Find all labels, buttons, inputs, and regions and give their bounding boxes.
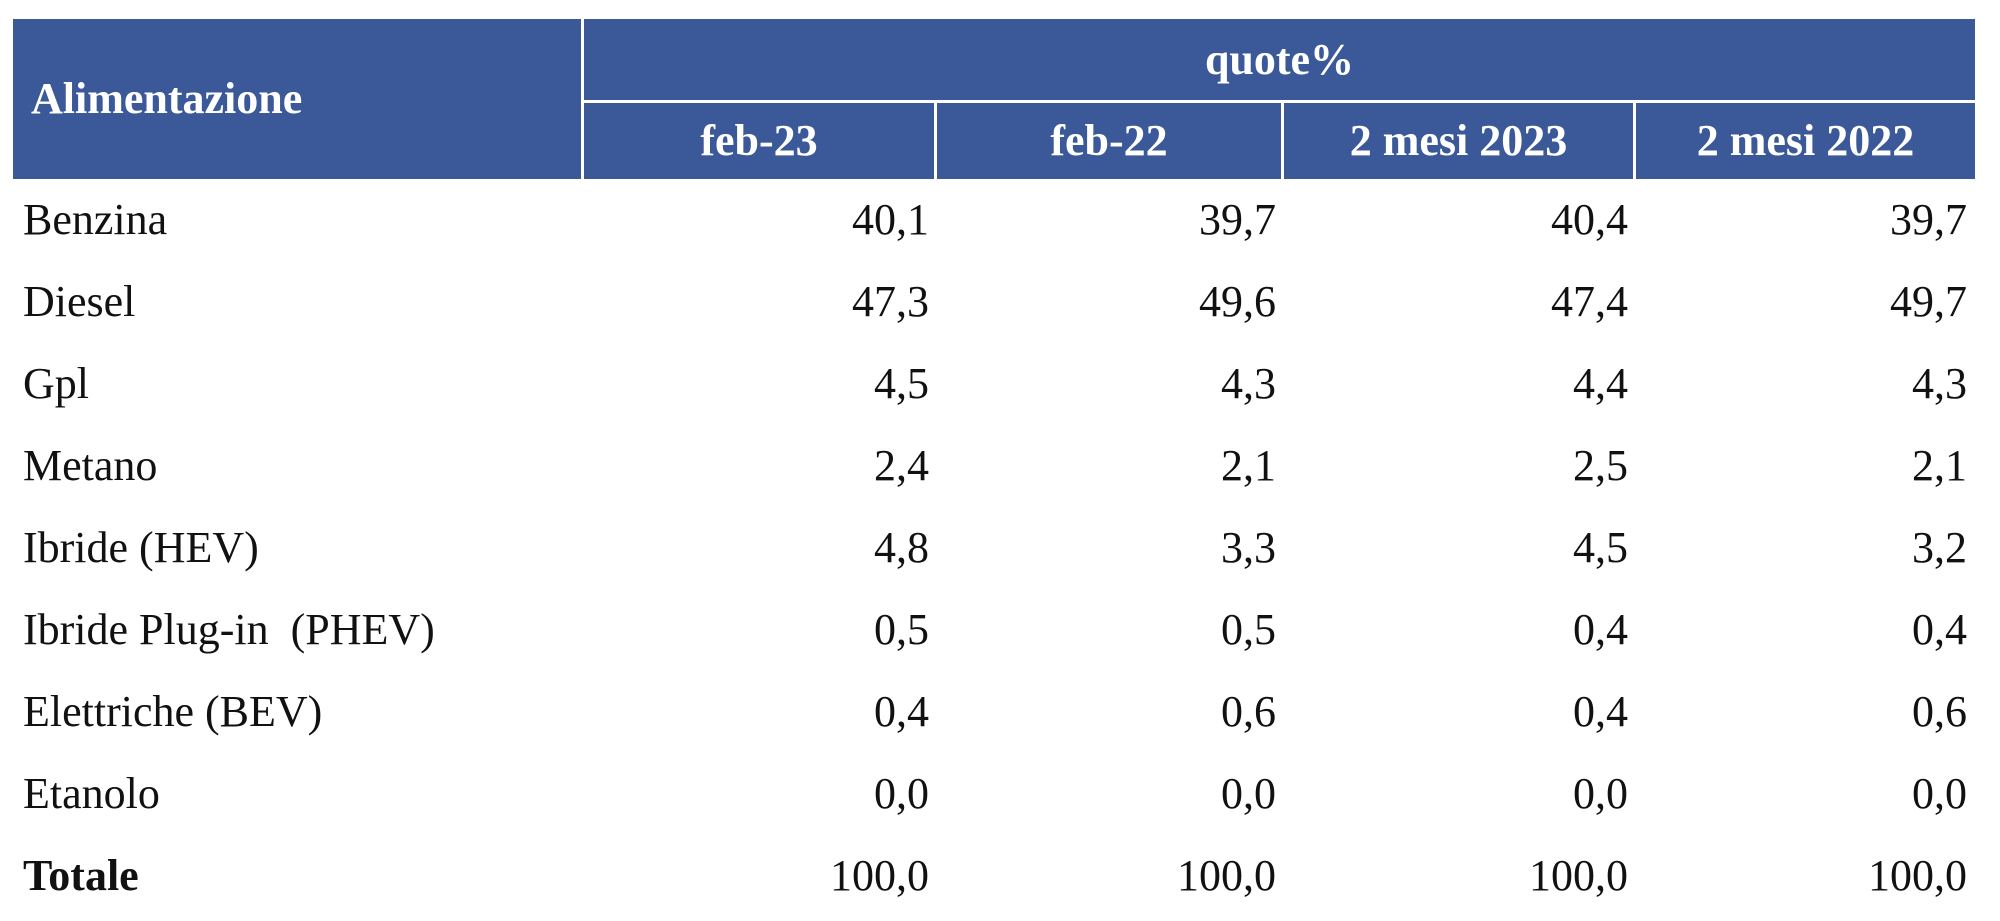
row-label: Ibride (HEV)	[23, 523, 259, 572]
value-cell: 0,5	[874, 605, 929, 654]
value-cell: 39,7	[1890, 195, 1967, 244]
row-label: Elettriche (BEV)	[23, 687, 323, 736]
value-cell: 2,4	[874, 441, 929, 490]
value-cell: 2,1	[1912, 441, 1967, 490]
value-cell: 0,0	[1573, 769, 1628, 818]
value-cell: 4,8	[874, 523, 929, 572]
value-cell: 40,1	[852, 195, 929, 244]
value-cell: 4,4	[1573, 359, 1628, 408]
value-cell: 4,3	[1221, 359, 1276, 408]
value-cell: 39,7	[1199, 195, 1276, 244]
value-cell: 0,4	[1573, 687, 1628, 736]
column-header: 2 mesi 2022	[1636, 100, 1975, 179]
row-label: Gpl	[23, 359, 89, 408]
value-cell: 2,5	[1573, 441, 1628, 490]
value-cell: 47,4	[1551, 277, 1628, 326]
value-cell: 0,0	[874, 769, 929, 818]
row-label: Diesel	[23, 277, 136, 326]
row-label: Metano	[23, 441, 158, 490]
value-cell: 2,1	[1221, 441, 1276, 490]
value-cell: 0,4	[1573, 605, 1628, 654]
column-header: feb-23	[584, 100, 937, 179]
value-cell: 40,4	[1551, 195, 1628, 244]
value-cell: 0,0	[1912, 769, 1967, 818]
value-cell: 0,6	[1912, 687, 1967, 736]
value-cell: 0,5	[1221, 605, 1276, 654]
value-cell: 4,3	[1912, 359, 1967, 408]
column-header: feb-22	[937, 100, 1284, 179]
value-cell: 0,4	[874, 687, 929, 736]
value-cell: 0,4	[1912, 605, 1967, 654]
value-cell: 100,0	[830, 851, 929, 900]
row-label: Ibride Plug-in (PHEV)	[23, 605, 435, 654]
value-cell: 0,0	[1221, 769, 1276, 818]
value-cell: 3,2	[1912, 523, 1967, 572]
column-header: 2 mesi 2023	[1284, 100, 1636, 179]
value-cell: 100,0	[1177, 851, 1276, 900]
value-cell: 4,5	[1573, 523, 1628, 572]
row-label: Totale	[23, 851, 139, 900]
value-cell: 100,0	[1868, 851, 1967, 900]
value-cell: 49,6	[1199, 277, 1276, 326]
row-label: Benzina	[23, 195, 168, 244]
value-cell: 3,3	[1221, 523, 1276, 572]
value-cell: 4,5	[874, 359, 929, 408]
row-label: Etanolo	[23, 769, 160, 818]
value-cell: 47,3	[852, 277, 929, 326]
group-header: quote%	[584, 19, 1975, 100]
value-cell: 0,6	[1221, 687, 1276, 736]
value-cell: 100,0	[1529, 851, 1628, 900]
row-label-header: Alimentazione	[13, 19, 584, 179]
value-cell: 49,7	[1890, 277, 1967, 326]
